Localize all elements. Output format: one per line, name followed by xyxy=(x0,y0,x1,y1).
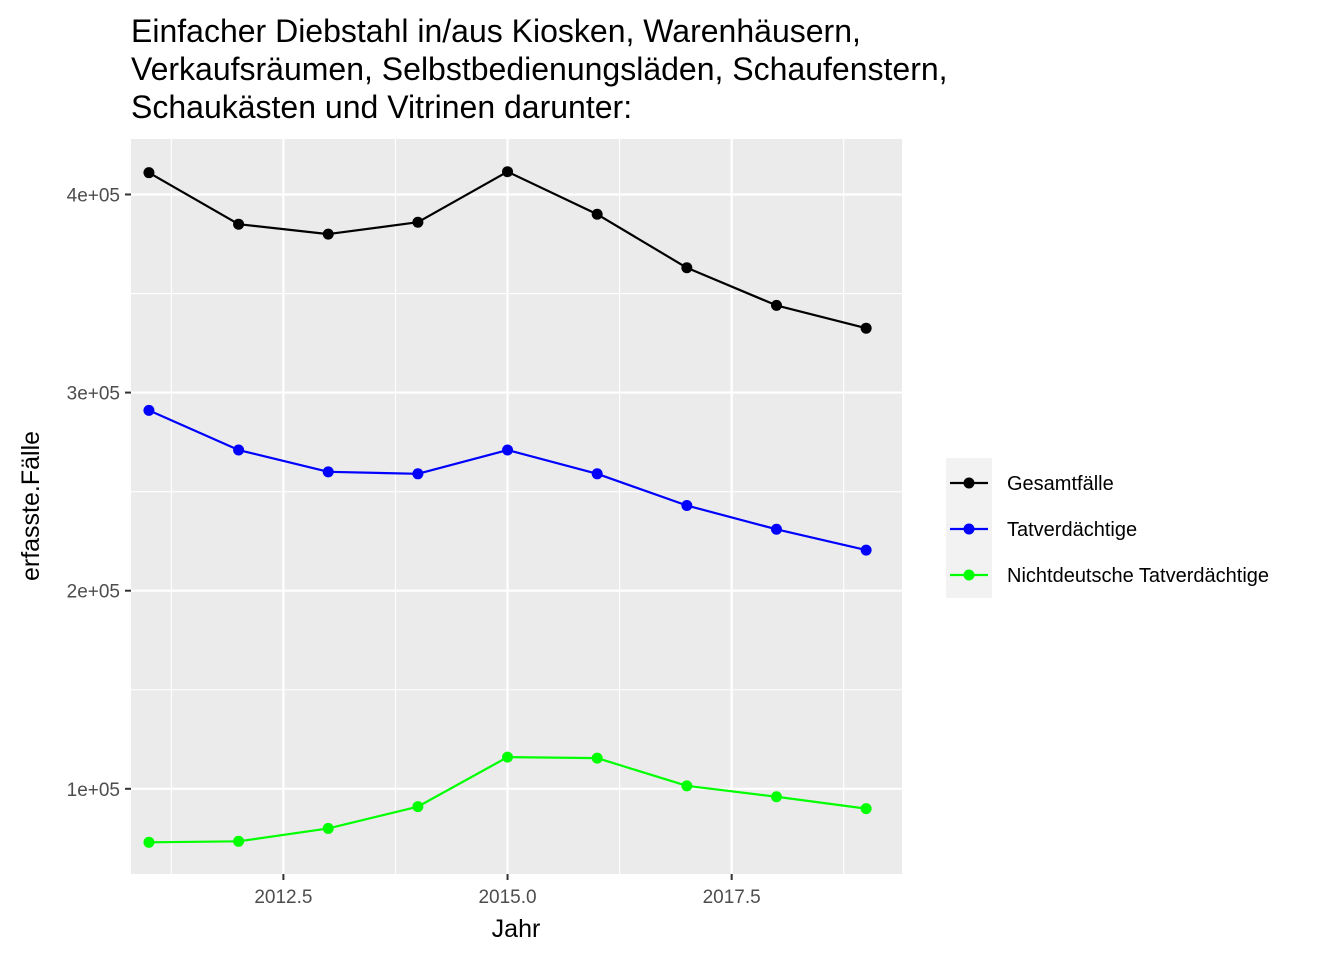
x-tick-label: 2012.5 xyxy=(254,887,312,908)
grid-major xyxy=(131,139,902,874)
y-tick-label: 4e+05 xyxy=(67,185,120,206)
data-point xyxy=(322,466,334,478)
data-point xyxy=(681,262,693,274)
y-tick-label: 3e+05 xyxy=(67,384,120,405)
chart-title-line-3: Schaukästen und Vitrinen darunter: xyxy=(131,89,632,125)
legend-item: Nichtdeutsche Tatverdächtige xyxy=(950,565,1269,587)
x-tick-label: 2015.0 xyxy=(478,887,536,908)
data-point xyxy=(412,216,424,228)
data-point xyxy=(502,444,514,456)
y-tick-label: 1e+05 xyxy=(67,780,120,801)
data-point xyxy=(322,822,334,834)
data-point xyxy=(233,218,245,230)
data-point xyxy=(591,208,603,220)
x-tick-label: 2017.5 xyxy=(703,887,761,908)
chart-title-line-1: Einfacher Diebstahl in/aus Kiosken, Ware… xyxy=(131,13,861,49)
data-point xyxy=(233,835,245,847)
legend-key-point xyxy=(963,523,975,535)
chart-title: Einfacher Diebstahl in/aus Kiosken, Ware… xyxy=(131,13,948,125)
y-tick-label: 2e+05 xyxy=(67,582,120,603)
data-point xyxy=(412,468,424,480)
x-axis: 2012.5 2015.0 2017.5 xyxy=(254,874,761,908)
legend-label: Tatverdächtige xyxy=(1007,519,1137,541)
data-point xyxy=(143,836,155,848)
chart-title-line-2: Verkaufsräumen, Selbstbedienungsläden, S… xyxy=(131,51,948,87)
legend-label: Gesamtfälle xyxy=(1007,473,1114,495)
legend-item: Tatverdächtige xyxy=(950,519,1137,541)
data-point xyxy=(412,801,424,813)
plot-panel xyxy=(131,139,902,874)
y-axis-title: erfasste.Fälle xyxy=(17,431,45,581)
legend-key-point xyxy=(963,477,975,489)
legend: Gesamtfälle Tatverdächtige Nichtdeutsche T… xyxy=(946,458,1269,598)
data-point xyxy=(143,167,155,179)
data-point xyxy=(233,444,245,456)
data-point xyxy=(143,404,155,416)
data-point xyxy=(681,780,693,792)
data-point xyxy=(770,299,782,311)
y-axis: 1e+05 2e+05 3e+05 4e+05 xyxy=(67,185,131,801)
legend-label: Nichtdeutsche Tatverdächtige xyxy=(1007,565,1269,587)
data-point xyxy=(681,500,693,512)
legend-key-point xyxy=(963,569,975,581)
data-point xyxy=(860,803,872,815)
data-point xyxy=(860,544,872,556)
data-point xyxy=(502,166,514,178)
series-1 xyxy=(143,166,872,334)
data-point xyxy=(770,791,782,803)
series-3 xyxy=(143,751,872,848)
legend-item: Gesamtfälle xyxy=(950,473,1114,495)
data-point xyxy=(502,751,514,763)
x-axis-title: Jahr xyxy=(492,915,541,943)
data-point xyxy=(322,228,334,240)
data-point xyxy=(770,523,782,535)
data-point xyxy=(591,468,603,480)
grid-minor xyxy=(131,139,902,874)
series-2 xyxy=(143,404,872,556)
data-point xyxy=(591,752,603,764)
data-point xyxy=(860,322,872,334)
series-layer xyxy=(143,166,872,848)
